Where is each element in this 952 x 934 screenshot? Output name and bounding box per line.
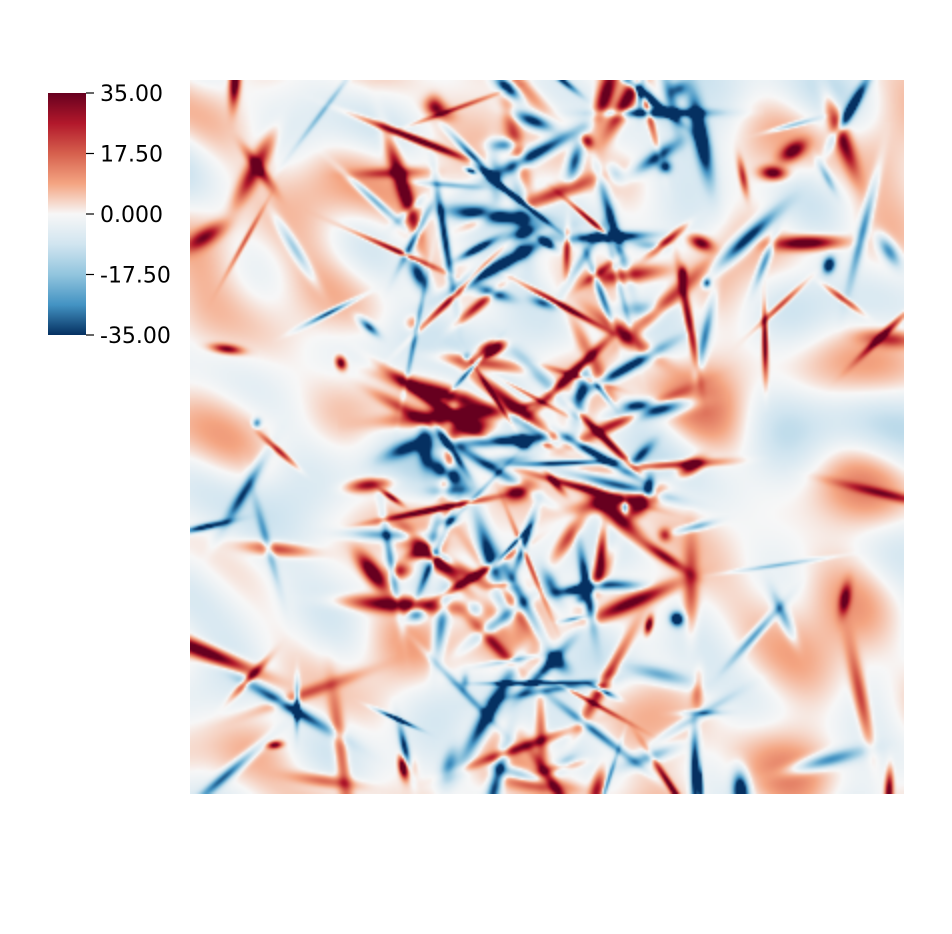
colorbar-tick-label: -17.50 xyxy=(100,264,171,289)
heatmap-field xyxy=(190,80,904,794)
colorbar-tick-label: 17.50 xyxy=(100,143,163,168)
colorbar-tick-label: -35.00 xyxy=(100,324,171,349)
colorbar-ticks: 35.00 17.50 0.000 -17.50 -35.00 xyxy=(86,82,171,349)
colorbar: 35.00 17.50 0.000 -17.50 -35.00 xyxy=(48,82,171,349)
colorbar-bar xyxy=(48,93,86,335)
heatmap-plot xyxy=(190,80,904,794)
colorbar-tick-label: 35.00 xyxy=(100,82,163,107)
colorbar-tick-label: 0.000 xyxy=(100,203,163,228)
